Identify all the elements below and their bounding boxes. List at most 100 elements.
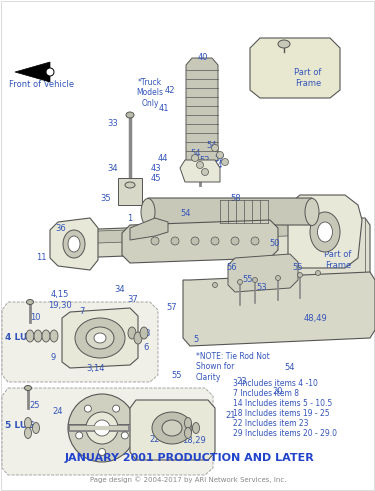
Polygon shape xyxy=(263,218,370,288)
Ellipse shape xyxy=(27,300,33,304)
Text: 5: 5 xyxy=(194,335,199,345)
Circle shape xyxy=(251,237,259,245)
Ellipse shape xyxy=(141,198,155,225)
Ellipse shape xyxy=(42,330,50,342)
Text: 34: 34 xyxy=(115,285,125,295)
Text: 37: 37 xyxy=(128,296,138,304)
Ellipse shape xyxy=(86,327,114,349)
Circle shape xyxy=(76,432,82,439)
Polygon shape xyxy=(2,302,158,382)
Text: 43: 43 xyxy=(151,164,161,172)
Circle shape xyxy=(94,420,110,436)
Text: 51: 51 xyxy=(191,169,201,179)
Text: 54: 54 xyxy=(213,161,223,169)
Text: 9: 9 xyxy=(50,354,55,362)
Ellipse shape xyxy=(128,327,136,339)
Ellipse shape xyxy=(33,422,39,434)
Circle shape xyxy=(46,68,54,76)
Ellipse shape xyxy=(140,327,148,339)
Text: 23: 23 xyxy=(237,377,248,385)
Ellipse shape xyxy=(75,318,125,358)
Text: 18 Includes items 19 - 25: 18 Includes items 19 - 25 xyxy=(233,409,330,417)
Text: 6: 6 xyxy=(143,343,148,352)
Polygon shape xyxy=(186,58,218,167)
Polygon shape xyxy=(118,178,142,205)
Ellipse shape xyxy=(34,330,42,342)
Ellipse shape xyxy=(126,112,134,118)
Ellipse shape xyxy=(305,198,319,225)
Circle shape xyxy=(112,405,120,412)
Text: 52: 52 xyxy=(200,156,210,164)
Ellipse shape xyxy=(216,152,223,159)
Ellipse shape xyxy=(201,168,208,175)
Polygon shape xyxy=(72,222,340,244)
Ellipse shape xyxy=(68,236,80,252)
Text: 41: 41 xyxy=(159,104,169,112)
Polygon shape xyxy=(144,198,316,225)
Text: 10: 10 xyxy=(30,313,40,323)
Text: 34: 34 xyxy=(108,164,118,172)
Text: 5 LUG: 5 LUG xyxy=(5,420,35,430)
Text: 56: 56 xyxy=(226,264,237,273)
Text: 55: 55 xyxy=(243,275,253,284)
Ellipse shape xyxy=(26,330,34,342)
Polygon shape xyxy=(62,308,138,368)
Ellipse shape xyxy=(125,182,135,188)
Text: 35: 35 xyxy=(100,193,111,202)
Ellipse shape xyxy=(211,144,219,152)
Text: 20: 20 xyxy=(273,386,283,395)
Ellipse shape xyxy=(134,332,142,344)
Text: 50: 50 xyxy=(270,239,280,247)
Text: 7: 7 xyxy=(80,307,85,317)
Text: 48,49: 48,49 xyxy=(304,313,328,323)
Polygon shape xyxy=(228,254,298,292)
Circle shape xyxy=(171,237,179,245)
Ellipse shape xyxy=(315,271,321,275)
Polygon shape xyxy=(130,218,168,240)
Text: 53: 53 xyxy=(256,283,267,293)
Ellipse shape xyxy=(192,155,198,162)
Text: *NOTE: Tie Rod Not
Shown for
Clarity: *NOTE: Tie Rod Not Shown for Clarity xyxy=(196,352,270,382)
Text: 33: 33 xyxy=(108,118,118,128)
Circle shape xyxy=(84,405,92,412)
Ellipse shape xyxy=(278,40,290,48)
Circle shape xyxy=(86,412,118,444)
Ellipse shape xyxy=(63,230,85,258)
Ellipse shape xyxy=(24,385,32,390)
Text: 54: 54 xyxy=(285,363,295,373)
Polygon shape xyxy=(183,272,375,346)
Text: 45: 45 xyxy=(151,173,161,183)
Polygon shape xyxy=(130,400,215,460)
Ellipse shape xyxy=(222,159,228,165)
Text: 22: 22 xyxy=(150,436,160,444)
Polygon shape xyxy=(122,220,278,263)
Text: 18,29: 18,29 xyxy=(182,436,206,445)
Ellipse shape xyxy=(196,162,204,168)
Text: 54: 54 xyxy=(191,148,201,158)
Polygon shape xyxy=(250,38,340,98)
Text: 3 Includes items 4 -10: 3 Includes items 4 -10 xyxy=(233,379,318,387)
Circle shape xyxy=(99,448,105,456)
Text: 3,14: 3,14 xyxy=(87,363,105,373)
Circle shape xyxy=(122,432,128,439)
Ellipse shape xyxy=(318,222,333,242)
Text: 25: 25 xyxy=(30,401,40,409)
Text: 8: 8 xyxy=(144,328,150,337)
Circle shape xyxy=(68,394,136,462)
Text: 54: 54 xyxy=(181,209,191,218)
Text: 52: 52 xyxy=(215,154,225,163)
Ellipse shape xyxy=(213,282,217,288)
Text: Page design © 2004-2017 by ARI Network Services, Inc.: Page design © 2004-2017 by ARI Network S… xyxy=(90,477,286,483)
Text: 4 LUG: 4 LUG xyxy=(5,333,35,343)
Text: Part of
Frame: Part of Frame xyxy=(294,68,322,88)
Text: 11: 11 xyxy=(36,252,46,262)
Text: 44: 44 xyxy=(158,154,168,163)
Text: 1: 1 xyxy=(128,214,133,222)
Text: 21: 21 xyxy=(101,427,111,436)
Ellipse shape xyxy=(152,412,192,444)
Polygon shape xyxy=(50,218,98,270)
Text: 29 Includes items 20 - 29.0: 29 Includes items 20 - 29.0 xyxy=(233,429,337,437)
Ellipse shape xyxy=(237,279,243,284)
Text: 58: 58 xyxy=(231,193,242,202)
Polygon shape xyxy=(180,160,220,182)
